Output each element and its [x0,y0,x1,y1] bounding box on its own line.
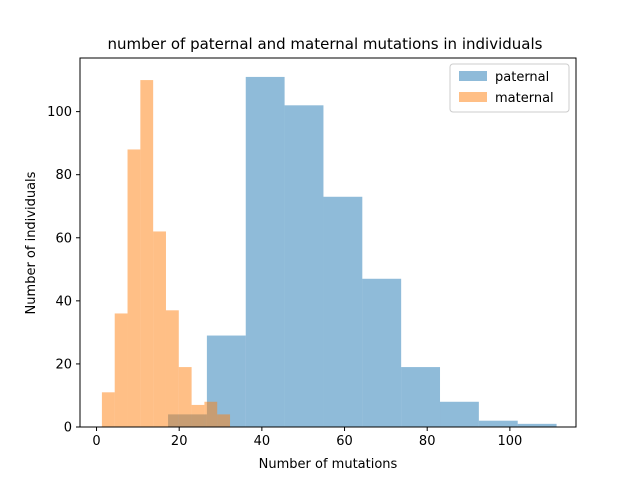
maternal-bar [127,149,141,427]
legend-label-maternal: maternal [495,91,554,106]
x-tick-label: 100 [497,434,522,449]
paternal-bar [440,401,479,427]
x-tick-label: 60 [336,434,353,449]
y-tick-label: 20 [55,357,72,372]
paternal-bar [478,420,518,427]
y-tick-label: 60 [55,231,72,246]
plot-frame [79,57,577,428]
paternal-bar [323,196,363,427]
bars-layer [101,76,557,428]
maternal-bar [153,231,166,427]
y-tick-label: 100 [47,105,72,120]
maternal-bar [178,367,192,427]
maternal-bar [101,392,115,427]
legend: paternal maternal [449,63,570,113]
axes-layer: 0 20 40 60 80 100 0 20 40 60 80 100 [47,57,577,449]
maternal-bar [191,404,205,427]
paternal-bar [284,105,324,428]
maternal-bar [140,80,154,428]
y-tick-label: 80 [55,168,72,183]
y-axis-label: Number of individuals [24,171,39,314]
paternal-bar [401,367,441,427]
x-tick-label: 80 [419,434,436,449]
x-axis-label: Number of mutations [259,457,398,472]
x-tick-label: 20 [171,434,188,449]
maternal-bar [165,310,179,427]
legend-swatch-maternal [459,92,487,102]
maternal-bar [217,414,231,427]
paternal-bar [245,76,285,427]
paternal-bar [517,423,557,427]
y-tick-label: 0 [64,421,72,436]
legend-label-paternal: paternal [495,70,549,85]
chart-title: number of paternal and maternal mutation… [108,35,543,53]
legend-swatch-paternal [459,71,487,81]
maternal-bar [204,401,218,427]
paternal-bar [362,278,402,427]
x-tick-label: 40 [254,434,271,449]
y-tick-label: 40 [55,294,72,309]
x-tick-label: 0 [92,434,100,449]
maternal-bar [114,313,128,427]
